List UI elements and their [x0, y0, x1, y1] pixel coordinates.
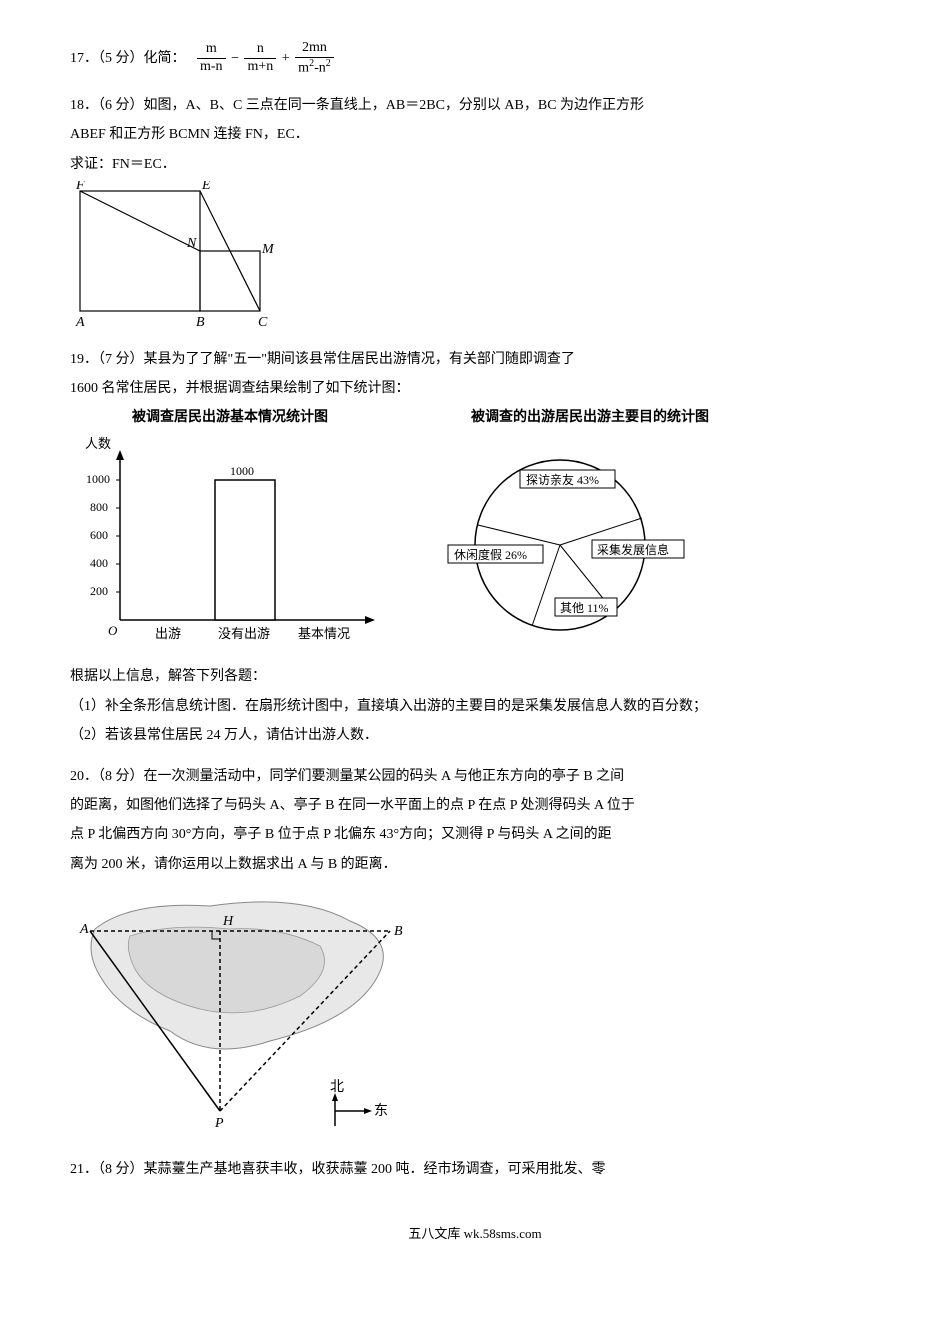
- svg-text:H: H: [222, 914, 234, 929]
- svg-text:没有出游: 没有出游: [218, 626, 270, 641]
- p19-line1: 19．（7 分）某县为了了解"五一"期间该县常住居民出游情况，有关部门随即调查了: [70, 347, 880, 372]
- p17-label: 17．（5 分）化简：: [70, 51, 186, 66]
- svg-text:1000: 1000: [86, 472, 110, 486]
- p20-line4: 离为 200 米，请你运用以上数据求出 A 与 B 的距离．: [70, 852, 880, 877]
- svg-text:探访亲友 43%: 探访亲友 43%: [526, 473, 599, 487]
- p18-figure: F E N M A B C: [70, 181, 280, 331]
- pie-chart-title: 被调查的出游居民出游主要目的统计图: [430, 405, 750, 430]
- p19-after2: （1）补全条形信息统计图．在扇形统计图中，直接填入出游的主要目的是采集发展信息人…: [70, 694, 880, 719]
- svg-text:O: O: [108, 623, 118, 638]
- p20-line1: 20．（8 分）在一次测量活动中，同学们要测量某公园的码头 A 与他正东方向的亭…: [70, 764, 880, 789]
- pie-chart: 探访亲友 43% 休闲度假 26% 采集发展信息 其他 11%: [420, 440, 760, 660]
- svg-text:600: 600: [90, 528, 108, 542]
- p19-after1: 根据以上信息，解答下列各题：: [70, 664, 880, 689]
- y-axis-label: 人数: [85, 436, 111, 451]
- problem-17: 17．（5 分）化简： mm-n − nm+n + 2mnm2-n2: [70, 40, 880, 77]
- p19-after3: （2）若该县常住居民 24 万人，请估计出游人数．: [70, 723, 880, 748]
- lbl-F: F: [75, 181, 85, 193]
- svg-text:出游: 出游: [155, 626, 181, 641]
- chart-titles-row: 被调查居民出游基本情况统计图 被调查的出游居民出游主要目的统计图: [70, 405, 880, 430]
- p20-line3: 点 P 北偏西方向 30°方向，亭子 B 位于点 P 北偏东 43°方向；又测得…: [70, 822, 880, 847]
- svg-text:其他 11%: 其他 11%: [560, 601, 609, 615]
- svg-text:采集发展信息: 采集发展信息: [597, 542, 669, 557]
- lbl-E: E: [201, 181, 211, 193]
- p21-line1: 21．（8 分）某蒜薹生产基地喜获丰收，收获蒜薹 200 吨．经市场调查，可采用…: [70, 1157, 880, 1182]
- svg-text:A: A: [79, 922, 89, 937]
- lbl-B: B: [196, 315, 205, 330]
- bar-chart-title: 被调查居民出游基本情况统计图: [70, 405, 390, 430]
- svg-text:B: B: [394, 924, 403, 939]
- svg-text:200: 200: [90, 584, 108, 598]
- svg-text:800: 800: [90, 500, 108, 514]
- page-footer: 五八文库 wk.58sms.com: [70, 1222, 880, 1245]
- p20-line2: 的距离，如图他们选择了与码头 A、亭子 B 在同一水平面上的点 P 在点 P 处…: [70, 793, 880, 818]
- p20-figure: A H B P 北 东: [70, 881, 470, 1141]
- problem-18: 18．（6 分）如图，A、B、C 三点在同一条直线上，AB＝2BC，分别以 AB…: [70, 93, 880, 331]
- bar-chart: 人数 200 400 600 800 1000 1000 O 出游: [70, 430, 400, 650]
- p18-line3: 求证：FN＝EC．: [70, 152, 880, 177]
- svg-text:北: 北: [330, 1079, 344, 1095]
- lbl-N: N: [186, 236, 197, 251]
- p19-line2: 1600 名常住居民，并根据调查结果绘制了如下统计图：: [70, 376, 880, 401]
- p17-formula: mm-n − nm+n + 2mnm2-n2: [195, 40, 336, 77]
- svg-text:休闲度假 26%: 休闲度假 26%: [454, 547, 527, 562]
- lbl-M: M: [261, 242, 275, 257]
- lbl-A: A: [75, 315, 85, 330]
- problem-19: 19．（7 分）某县为了了解"五一"期间该县常住居民出游情况，有关部门随即调查了…: [70, 347, 880, 748]
- lbl-C: C: [258, 315, 268, 330]
- svg-text:基本情况: 基本情况: [298, 626, 350, 641]
- svg-text:P: P: [214, 1116, 224, 1131]
- problem-21: 21．（8 分）某蒜薹生产基地喜获丰收，收获蒜薹 200 吨．经市场调查，可采用…: [70, 1157, 880, 1182]
- problem-20: 20．（8 分）在一次测量活动中，同学们要测量某公园的码头 A 与他正东方向的亭…: [70, 764, 880, 1141]
- svg-text:400: 400: [90, 556, 108, 570]
- bar-value: 1000: [230, 464, 254, 478]
- svg-text:东: 东: [374, 1103, 388, 1119]
- problem-17-line: 17．（5 分）化简： mm-n − nm+n + 2mnm2-n2: [70, 40, 880, 77]
- p18-line2: ABEF 和正方形 BCMN 连接 FN，EC．: [70, 122, 880, 147]
- p18-line1: 18．（6 分）如图，A、B、C 三点在同一条直线上，AB＝2BC，分别以 AB…: [70, 93, 880, 118]
